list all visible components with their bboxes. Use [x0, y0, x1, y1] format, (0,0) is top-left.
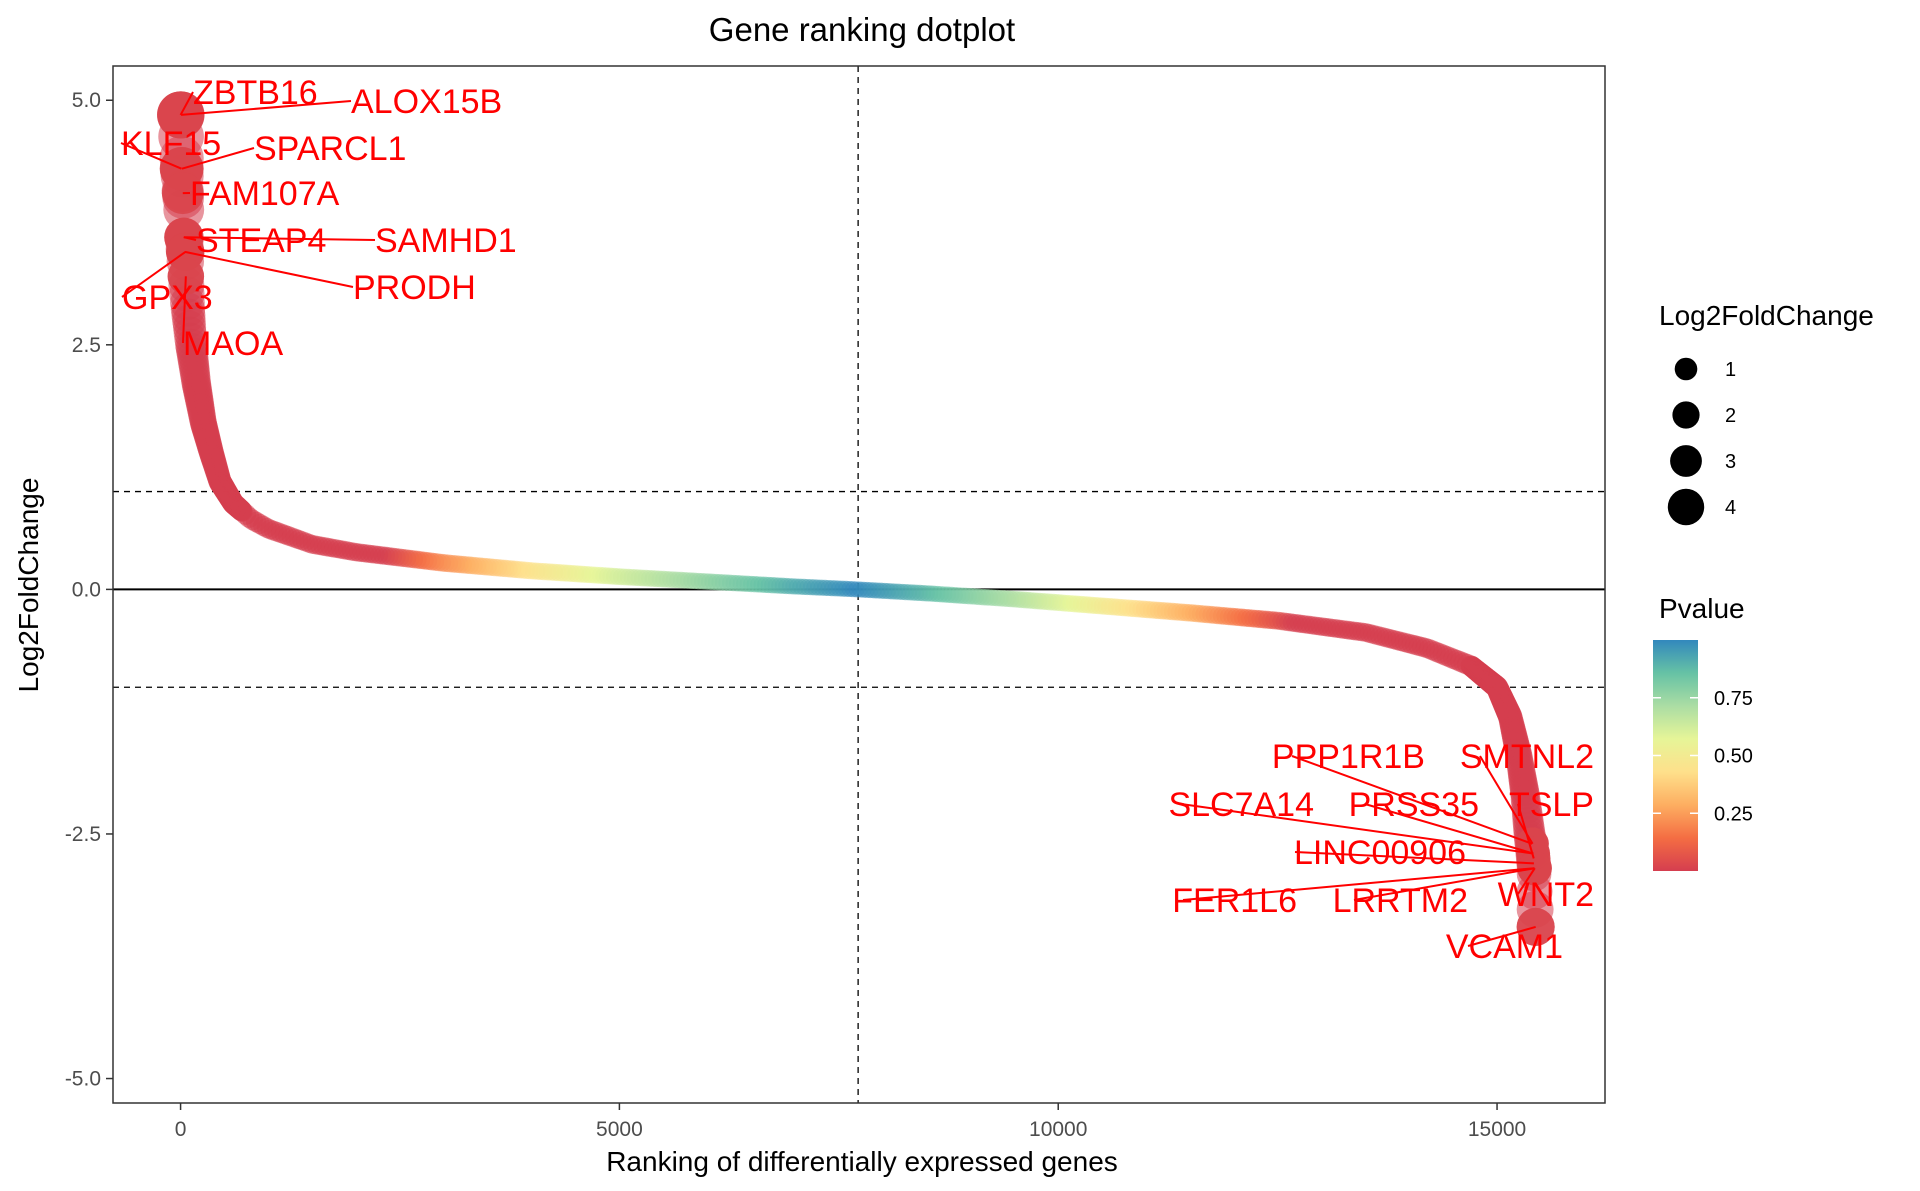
- size-legend-title: Log2FoldChange: [1659, 300, 1874, 331]
- gene-label: VCAM1: [1446, 928, 1563, 966]
- gene-label: TSLP: [1509, 786, 1594, 824]
- legend: Log2FoldChange Pvalue 1 2 3 4 0.75 0.50 0.25: [1653, 300, 1874, 871]
- gene-label: STEAP4: [196, 222, 326, 260]
- gene-label: SLC7A14: [1168, 786, 1314, 824]
- gene-points: [157, 91, 1555, 946]
- colorbar-label: 0.25: [1714, 803, 1753, 825]
- colorbar-label: 0.75: [1714, 688, 1753, 710]
- color-legend-title: Pvalue: [1659, 593, 1745, 624]
- gene-label: KLF15: [121, 125, 221, 163]
- gene-label: LRRTM2: [1333, 882, 1468, 920]
- size-legend-key: [1672, 401, 1699, 428]
- y-tick-label: -5.0: [65, 1068, 101, 1091]
- y-axis-title: Log2FoldChange: [13, 478, 44, 693]
- x-tick-label: 10000: [1029, 1118, 1087, 1141]
- gene-label: PPP1R1B: [1272, 738, 1425, 776]
- plot-area: ZBTB16 ALOX15B KLF15 SPARCL1 FAM107A STEAP4 SA…: [65, 66, 1605, 1141]
- x-tick-label: 5000: [596, 1118, 643, 1141]
- gene-label: MAOA: [183, 325, 283, 363]
- gene-label: ALOX15B: [351, 83, 502, 121]
- gene-label: ZBTB16: [193, 74, 318, 112]
- gene-label: SMTNL2: [1460, 738, 1594, 776]
- y-tick-label: 0.0: [72, 578, 101, 601]
- gene-label: PRSS35: [1349, 786, 1479, 824]
- size-legend-label: 1: [1725, 359, 1736, 381]
- gene-label: SAMHD1: [375, 222, 517, 260]
- size-legend-label: 2: [1725, 405, 1736, 427]
- colorbar-label: 0.50: [1714, 746, 1753, 768]
- gene-label: FAM107A: [190, 175, 340, 213]
- gene-label: LINC00906: [1294, 834, 1466, 872]
- gene-label: GPX3: [122, 279, 213, 317]
- size-legend-key: [1668, 489, 1704, 525]
- x-axis-title: Ranking of differentially expressed gene…: [606, 1146, 1118, 1177]
- size-legend-label: 4: [1725, 497, 1736, 519]
- gene-label: PRODH: [353, 269, 476, 307]
- size-legend-key: [1670, 445, 1702, 477]
- chart-title: Gene ranking dotplot: [709, 11, 1015, 48]
- size-legend-key: [1675, 358, 1698, 381]
- gene-label: WNT2: [1498, 876, 1594, 914]
- size-legend-label: 3: [1725, 451, 1736, 473]
- y-tick-label: -2.5: [65, 823, 101, 846]
- y-tick-label: 2.5: [72, 334, 101, 357]
- gene-label: SPARCL1: [254, 130, 406, 168]
- y-tick-label: 5.0: [72, 89, 101, 112]
- gene-label: FER1L6: [1172, 882, 1297, 920]
- x-tick-label: 0: [175, 1118, 187, 1141]
- x-tick-label: 15000: [1468, 1118, 1526, 1141]
